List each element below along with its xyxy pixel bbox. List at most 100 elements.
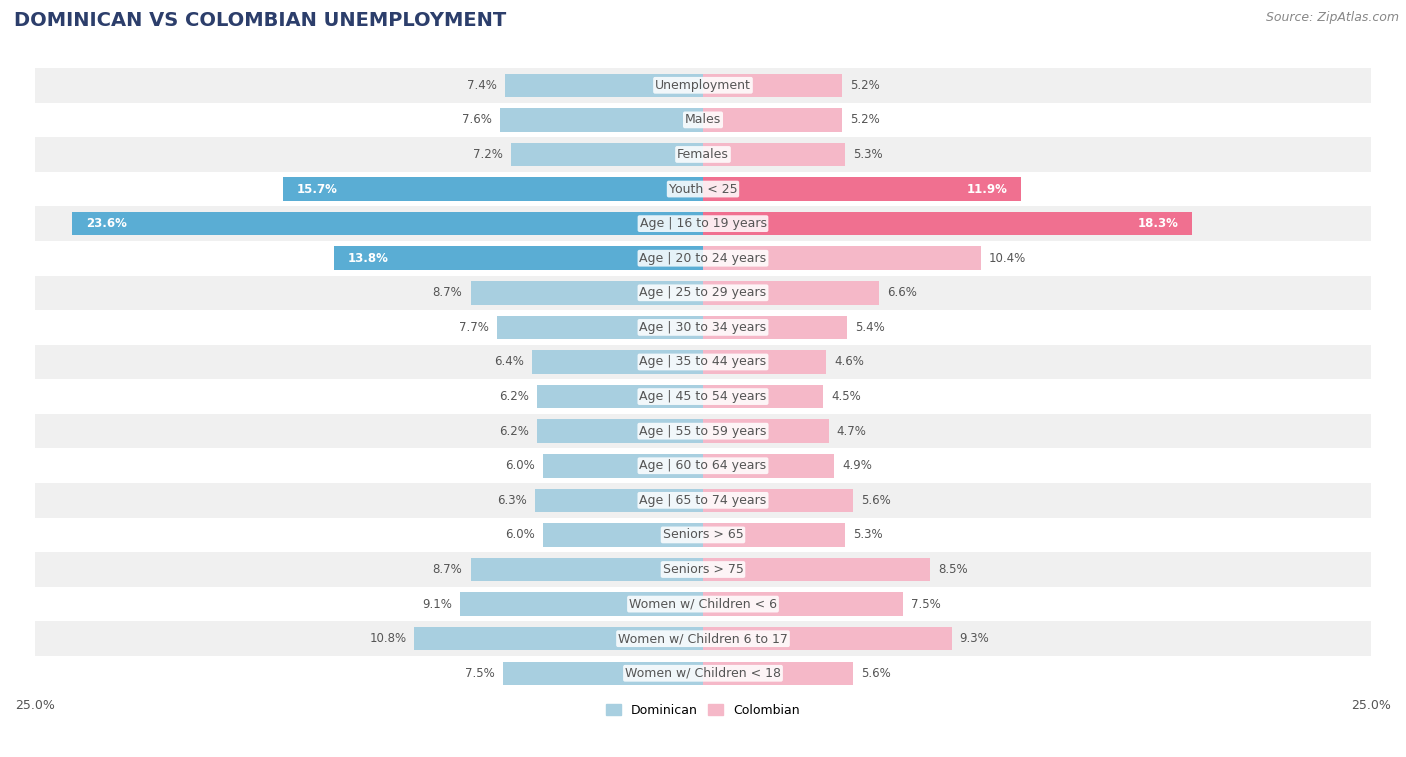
Bar bbox=[510, 143, 703, 167]
Bar bbox=[471, 281, 703, 304]
Text: 5.3%: 5.3% bbox=[852, 148, 883, 161]
Bar bbox=[537, 419, 703, 443]
Bar bbox=[35, 587, 1371, 621]
Text: 5.2%: 5.2% bbox=[851, 79, 880, 92]
Bar bbox=[460, 592, 703, 616]
Bar bbox=[35, 483, 1371, 518]
Bar bbox=[35, 68, 1371, 103]
Bar bbox=[35, 379, 1371, 414]
Bar bbox=[415, 627, 703, 650]
Text: 6.3%: 6.3% bbox=[496, 494, 527, 507]
Text: Age | 65 to 74 years: Age | 65 to 74 years bbox=[640, 494, 766, 507]
Bar bbox=[505, 73, 703, 97]
Bar bbox=[703, 454, 834, 478]
Text: 7.6%: 7.6% bbox=[463, 114, 492, 126]
Bar bbox=[35, 172, 1371, 207]
Text: 5.6%: 5.6% bbox=[860, 667, 890, 680]
Bar bbox=[531, 350, 703, 374]
Text: Age | 20 to 24 years: Age | 20 to 24 years bbox=[640, 252, 766, 265]
Bar bbox=[543, 523, 703, 547]
Text: 8.7%: 8.7% bbox=[433, 563, 463, 576]
Text: Source: ZipAtlas.com: Source: ZipAtlas.com bbox=[1265, 11, 1399, 24]
Bar bbox=[35, 241, 1371, 276]
Text: 6.0%: 6.0% bbox=[505, 528, 534, 541]
Bar bbox=[703, 316, 848, 339]
Text: 7.5%: 7.5% bbox=[911, 597, 941, 611]
Text: 10.8%: 10.8% bbox=[370, 632, 406, 645]
Text: 6.0%: 6.0% bbox=[505, 459, 534, 472]
Bar bbox=[35, 656, 1371, 690]
Bar bbox=[35, 344, 1371, 379]
Bar bbox=[703, 177, 1021, 201]
Bar bbox=[498, 316, 703, 339]
Bar bbox=[703, 662, 852, 685]
Text: 7.2%: 7.2% bbox=[472, 148, 502, 161]
Text: Seniors > 65: Seniors > 65 bbox=[662, 528, 744, 541]
Text: Males: Males bbox=[685, 114, 721, 126]
Bar bbox=[35, 310, 1371, 344]
Text: 7.7%: 7.7% bbox=[460, 321, 489, 334]
Text: 11.9%: 11.9% bbox=[967, 182, 1008, 195]
Bar bbox=[501, 108, 703, 132]
Bar bbox=[534, 488, 703, 512]
Bar bbox=[703, 73, 842, 97]
Legend: Dominican, Colombian: Dominican, Colombian bbox=[602, 699, 804, 721]
Text: 10.4%: 10.4% bbox=[988, 252, 1026, 265]
Text: 4.6%: 4.6% bbox=[834, 356, 863, 369]
Bar bbox=[72, 212, 703, 235]
Text: 9.3%: 9.3% bbox=[959, 632, 990, 645]
Bar bbox=[703, 592, 904, 616]
Text: Age | 35 to 44 years: Age | 35 to 44 years bbox=[640, 356, 766, 369]
Bar bbox=[703, 488, 852, 512]
Text: Age | 60 to 64 years: Age | 60 to 64 years bbox=[640, 459, 766, 472]
Text: 4.7%: 4.7% bbox=[837, 425, 866, 438]
Text: 5.2%: 5.2% bbox=[851, 114, 880, 126]
Bar bbox=[35, 276, 1371, 310]
Bar bbox=[35, 414, 1371, 448]
Bar bbox=[35, 103, 1371, 137]
Bar bbox=[35, 552, 1371, 587]
Text: Women w/ Children 6 to 17: Women w/ Children 6 to 17 bbox=[619, 632, 787, 645]
Bar bbox=[703, 212, 1192, 235]
Text: Seniors > 75: Seniors > 75 bbox=[662, 563, 744, 576]
Text: 5.3%: 5.3% bbox=[852, 528, 883, 541]
Bar bbox=[703, 108, 842, 132]
Bar bbox=[703, 247, 981, 270]
Text: 6.2%: 6.2% bbox=[499, 425, 529, 438]
Text: Age | 16 to 19 years: Age | 16 to 19 years bbox=[640, 217, 766, 230]
Bar bbox=[703, 558, 931, 581]
Text: 7.4%: 7.4% bbox=[467, 79, 498, 92]
Text: 23.6%: 23.6% bbox=[86, 217, 127, 230]
Bar bbox=[35, 137, 1371, 172]
Text: 9.1%: 9.1% bbox=[422, 597, 451, 611]
Text: 6.4%: 6.4% bbox=[494, 356, 524, 369]
Bar bbox=[537, 385, 703, 408]
Text: Youth < 25: Youth < 25 bbox=[669, 182, 737, 195]
Text: Age | 55 to 59 years: Age | 55 to 59 years bbox=[640, 425, 766, 438]
Text: 15.7%: 15.7% bbox=[297, 182, 337, 195]
Bar bbox=[471, 558, 703, 581]
Text: 8.7%: 8.7% bbox=[433, 286, 463, 299]
Bar bbox=[335, 247, 703, 270]
Bar bbox=[543, 454, 703, 478]
Text: DOMINICAN VS COLOMBIAN UNEMPLOYMENT: DOMINICAN VS COLOMBIAN UNEMPLOYMENT bbox=[14, 11, 506, 30]
Text: 7.5%: 7.5% bbox=[465, 667, 495, 680]
Text: 4.9%: 4.9% bbox=[842, 459, 872, 472]
Bar bbox=[703, 627, 952, 650]
Bar bbox=[35, 207, 1371, 241]
Bar bbox=[703, 281, 879, 304]
Text: 5.4%: 5.4% bbox=[855, 321, 884, 334]
Bar bbox=[703, 350, 825, 374]
Bar bbox=[703, 419, 828, 443]
Text: Women w/ Children < 18: Women w/ Children < 18 bbox=[626, 667, 780, 680]
Text: Age | 30 to 34 years: Age | 30 to 34 years bbox=[640, 321, 766, 334]
Text: 5.6%: 5.6% bbox=[860, 494, 890, 507]
Text: Unemployment: Unemployment bbox=[655, 79, 751, 92]
Text: Women w/ Children < 6: Women w/ Children < 6 bbox=[628, 597, 778, 611]
Bar bbox=[35, 518, 1371, 552]
Bar bbox=[703, 523, 845, 547]
Text: Age | 45 to 54 years: Age | 45 to 54 years bbox=[640, 390, 766, 403]
Text: 18.3%: 18.3% bbox=[1137, 217, 1178, 230]
Text: 4.5%: 4.5% bbox=[831, 390, 860, 403]
Bar bbox=[703, 143, 845, 167]
